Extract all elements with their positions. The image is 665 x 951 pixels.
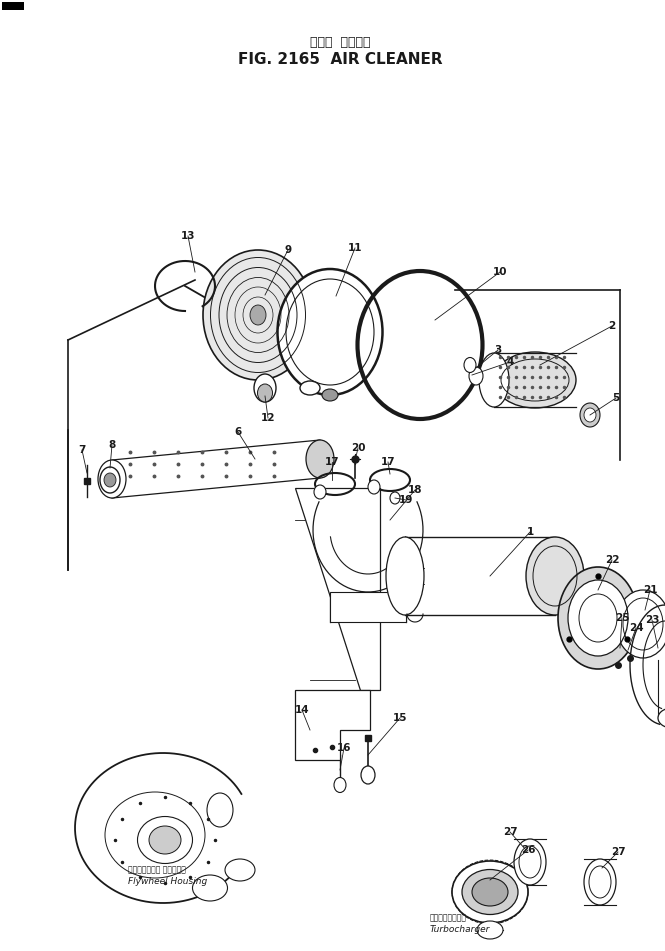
Ellipse shape: [254, 374, 276, 402]
Text: 5: 5: [612, 393, 620, 403]
Text: 24: 24: [628, 623, 643, 633]
Ellipse shape: [494, 352, 576, 408]
Ellipse shape: [361, 766, 375, 784]
Ellipse shape: [149, 826, 181, 854]
Ellipse shape: [277, 269, 382, 395]
Text: ターボチャージャ: ターボチャージャ: [430, 914, 467, 922]
Text: 27: 27: [503, 827, 517, 837]
Ellipse shape: [250, 305, 266, 325]
Ellipse shape: [314, 485, 326, 499]
Ellipse shape: [514, 839, 546, 885]
Ellipse shape: [462, 869, 518, 915]
Ellipse shape: [225, 859, 255, 881]
Text: FIG. 2165  AIR CLEANER: FIG. 2165 AIR CLEANER: [237, 52, 442, 68]
Text: 17: 17: [380, 457, 395, 467]
Text: 15: 15: [393, 713, 407, 723]
Ellipse shape: [322, 389, 338, 401]
Text: 7: 7: [78, 445, 86, 455]
Ellipse shape: [464, 358, 476, 373]
Ellipse shape: [616, 590, 665, 658]
Text: 27: 27: [610, 847, 625, 857]
Text: 21: 21: [643, 585, 657, 595]
Ellipse shape: [390, 492, 400, 504]
Ellipse shape: [472, 878, 508, 906]
Ellipse shape: [207, 793, 233, 827]
Ellipse shape: [477, 921, 503, 939]
Text: 26: 26: [521, 845, 535, 855]
Text: 19: 19: [399, 495, 413, 505]
Ellipse shape: [580, 403, 600, 427]
Text: 10: 10: [493, 267, 507, 277]
Ellipse shape: [334, 778, 346, 792]
Text: エアー  クリーナ: エアー クリーナ: [310, 35, 370, 49]
Ellipse shape: [203, 250, 313, 380]
Ellipse shape: [568, 580, 628, 656]
Ellipse shape: [368, 480, 380, 494]
Text: Turbocharger: Turbocharger: [430, 925, 490, 935]
Text: 18: 18: [408, 485, 422, 495]
Ellipse shape: [300, 381, 320, 395]
Text: 8: 8: [108, 440, 116, 450]
Ellipse shape: [584, 408, 596, 422]
Text: 20: 20: [350, 443, 365, 453]
Ellipse shape: [104, 473, 116, 487]
Ellipse shape: [479, 353, 509, 407]
Text: 16: 16: [336, 743, 351, 753]
Ellipse shape: [306, 440, 334, 478]
Ellipse shape: [452, 861, 528, 923]
Ellipse shape: [469, 367, 483, 385]
Text: 3: 3: [494, 345, 501, 355]
Text: フライホイール ハウジング: フライホイール ハウジング: [128, 865, 186, 875]
Text: 9: 9: [285, 245, 291, 255]
Text: 23: 23: [645, 615, 659, 625]
Text: 17: 17: [325, 457, 339, 467]
Text: 25: 25: [614, 613, 629, 623]
Ellipse shape: [257, 384, 273, 402]
Text: Flywheel Housing: Flywheel Housing: [128, 878, 207, 886]
Ellipse shape: [192, 875, 227, 901]
Text: 1: 1: [527, 527, 533, 537]
Ellipse shape: [526, 537, 584, 615]
Text: 2: 2: [608, 321, 616, 331]
Bar: [2, 2, 24, 10]
Ellipse shape: [584, 859, 616, 905]
Text: 13: 13: [181, 231, 196, 241]
Ellipse shape: [658, 708, 665, 728]
Ellipse shape: [98, 460, 126, 498]
Bar: [330, 592, 406, 622]
Text: 11: 11: [348, 243, 362, 253]
Polygon shape: [295, 488, 380, 690]
Polygon shape: [295, 690, 370, 760]
Text: 4: 4: [506, 357, 513, 367]
Text: 14: 14: [295, 705, 309, 715]
Ellipse shape: [100, 467, 120, 493]
Ellipse shape: [386, 537, 424, 615]
Text: 6: 6: [234, 427, 241, 437]
Text: 12: 12: [261, 413, 275, 423]
Ellipse shape: [558, 567, 638, 669]
Text: 22: 22: [604, 555, 619, 565]
